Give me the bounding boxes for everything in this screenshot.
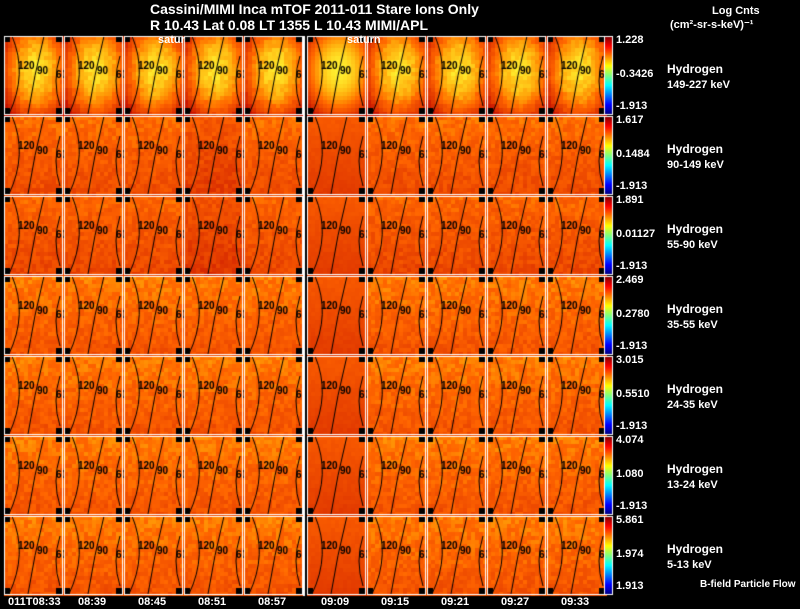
time-tick-label: 08:57 xyxy=(258,596,287,608)
colorbar-min-label: 1.913 xyxy=(616,580,644,592)
energy-label: 149-227 keV xyxy=(667,79,730,91)
time-tick-label: 08:39 xyxy=(78,596,107,608)
time-tick-label: 011T08:33 xyxy=(8,596,61,608)
units-label-2: (cm²-sr-s-keV)⁻¹ xyxy=(670,19,754,31)
species-label: Hydrogen xyxy=(667,462,724,476)
colorbar-max-label: 1.617 xyxy=(616,114,644,126)
time-tick-label: 08:51 xyxy=(198,596,227,608)
colorbar-max-label: 1.891 xyxy=(616,194,644,206)
species-label: Hydrogen xyxy=(667,62,724,76)
time-tick-label: 09:21 xyxy=(441,596,470,608)
colorbar-min-label: -1.913 xyxy=(616,260,648,272)
colorbar-min-label: -1.913 xyxy=(616,500,648,512)
colorbar-max-label: 2.469 xyxy=(616,274,644,286)
saturn-label: satur xyxy=(158,34,185,46)
energy-label: 90-149 keV xyxy=(667,159,724,171)
colorbar-max-label: 3.015 xyxy=(616,354,644,366)
plot-subtitle: R 10.43 Lat 0.08 LT 1355 L 10.43 MIMI/AP… xyxy=(150,17,429,33)
colorbar-mid-label: 0.5510 xyxy=(616,388,650,400)
species-label: Hydrogen xyxy=(667,142,724,156)
colorbar-mid-label: 0.1484 xyxy=(616,148,650,160)
bfield-flow-label: B-field Particle Flow xyxy=(700,579,796,590)
colorbar-max-label: 4.074 xyxy=(616,434,644,446)
species-label: Hydrogen xyxy=(667,302,724,316)
energy-label: 24-35 keV xyxy=(667,399,718,411)
energy-label: 55-90 keV xyxy=(667,239,718,251)
units-label: Log Cnts xyxy=(712,5,760,17)
colorbar-min-label: -1.913 xyxy=(616,180,648,192)
colorbar-mid-label: 1.080 xyxy=(616,468,644,480)
time-tick-label: 09:27 xyxy=(501,596,530,608)
energy-label: 13-24 keV xyxy=(667,479,718,491)
species-label: Hydrogen xyxy=(667,222,724,236)
saturn-label: saturn xyxy=(347,34,381,46)
species-label: Hydrogen xyxy=(667,542,724,556)
colorbar-mid-label: -0.3426 xyxy=(616,68,654,80)
time-tick-label: 09:09 xyxy=(321,596,350,608)
species-label: Hydrogen xyxy=(667,382,724,396)
time-tick-label: 08:45 xyxy=(138,596,167,608)
time-tick-label: 09:15 xyxy=(381,596,410,608)
colorbar-mid-label: 1.974 xyxy=(616,548,644,560)
colorbar-min-label: -1.913 xyxy=(616,100,648,112)
colorbar-min-label: -1.913 xyxy=(616,340,648,352)
plot-title: Cassini/MIMI Inca mTOF 2011-011 Stare Io… xyxy=(150,1,479,17)
energy-label: 5-13 keV xyxy=(667,559,712,571)
colorbar-mid-label: 0.2780 xyxy=(616,308,650,320)
colorbar-max-label: 5.861 xyxy=(616,514,644,526)
colorbar-mid-label: 0.01127 xyxy=(616,228,656,240)
colorbar-max-label: 1.228 xyxy=(616,34,644,46)
energy-label: 35-55 keV xyxy=(667,319,718,331)
time-tick-label: 09:33 xyxy=(561,596,590,608)
colorbar-min-label: -1.913 xyxy=(616,420,648,432)
